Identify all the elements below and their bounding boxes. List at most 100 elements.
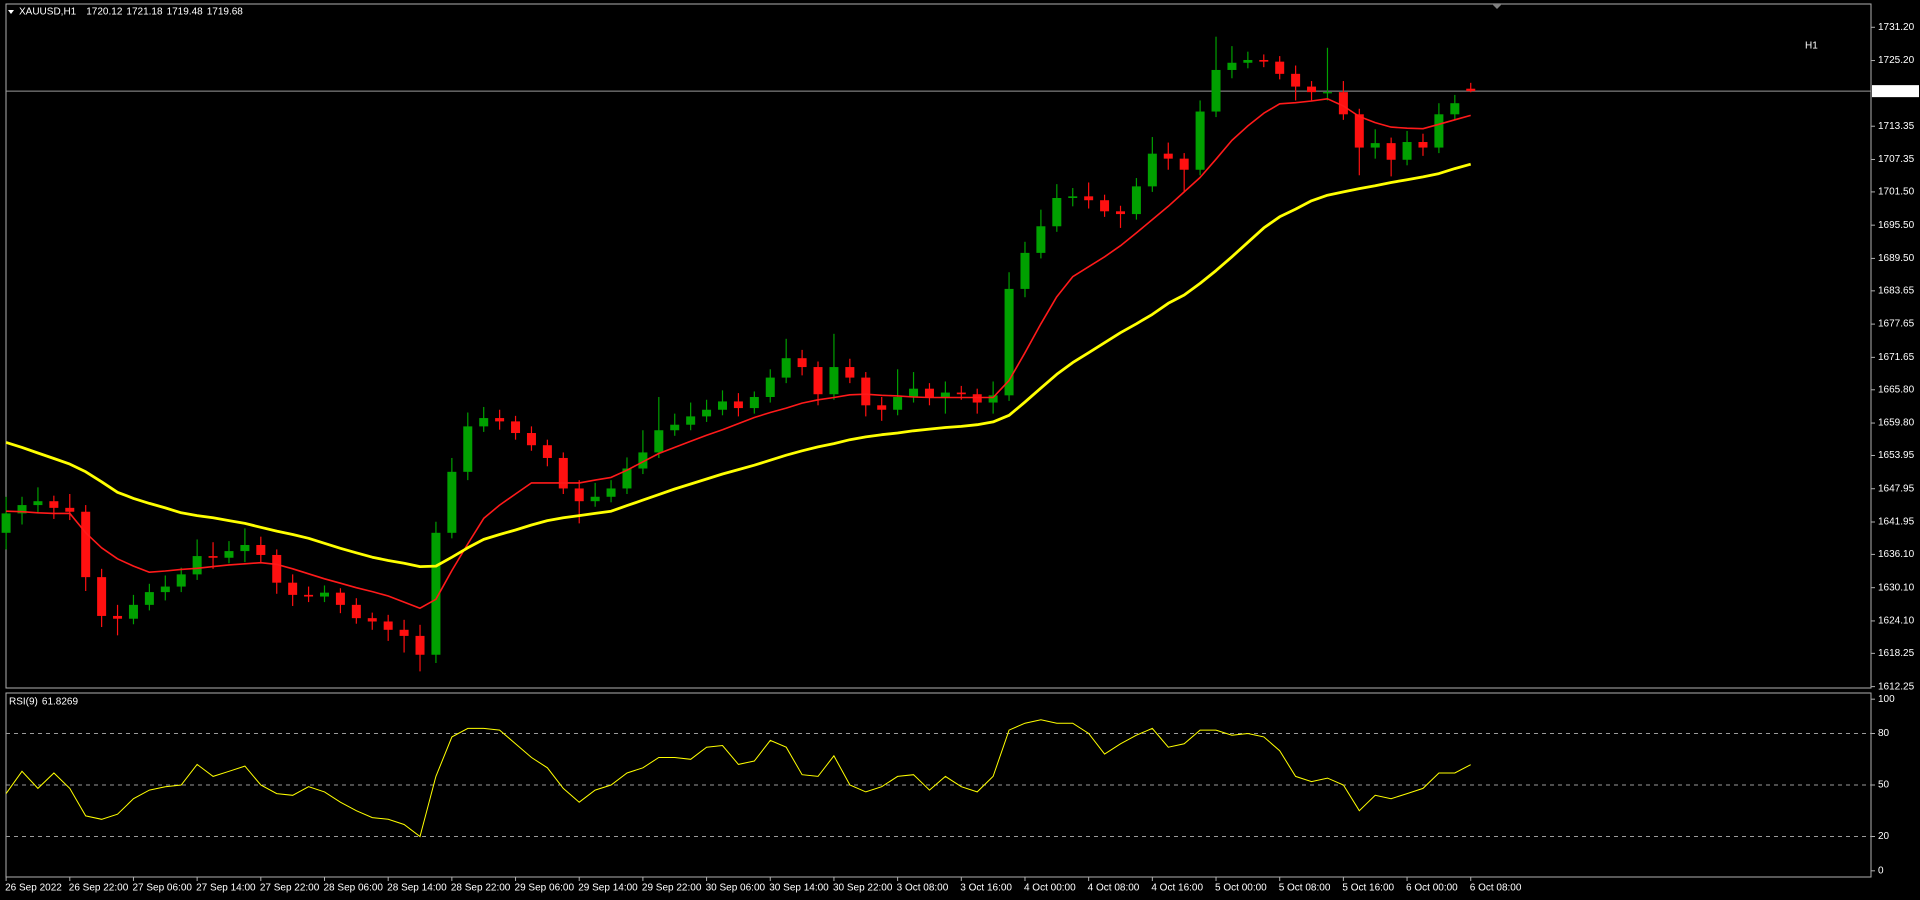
candle-body — [702, 409, 712, 417]
candle-body — [813, 367, 823, 395]
y-tick-label: 80 — [1878, 728, 1890, 739]
header-ohlc: 1719.68 — [207, 7, 244, 18]
candle-body — [1275, 61, 1285, 74]
candle-body — [1402, 142, 1412, 160]
x-tick-label: 5 Oct 00:00 — [1215, 883, 1267, 894]
y-tick-label: 100 — [1878, 694, 1895, 705]
candle-body — [1259, 59, 1269, 62]
y-tick-label: 1695.50 — [1878, 220, 1915, 231]
candle-body — [797, 358, 807, 368]
candle-body — [526, 433, 536, 446]
rsi-title: RSI(9) — [9, 697, 38, 708]
candle-body — [160, 586, 170, 593]
candle-body — [447, 471, 457, 533]
x-tick-label: 5 Oct 08:00 — [1279, 883, 1331, 894]
candle-body — [1418, 142, 1428, 148]
x-tick-label: 3 Oct 16:00 — [960, 883, 1012, 894]
x-tick-label: 5 Oct 16:00 — [1342, 883, 1394, 894]
candle-body — [272, 554, 282, 583]
y-tick-label: 1612.25 — [1878, 681, 1915, 692]
y-tick-label: 1653.95 — [1878, 450, 1915, 461]
candle-body — [208, 556, 218, 558]
y-tick-label: 1665.80 — [1878, 384, 1915, 395]
candle-body — [335, 592, 345, 605]
candle-body — [1338, 92, 1348, 115]
y-tick-label: 1725.20 — [1878, 55, 1915, 66]
candle-body — [256, 544, 266, 555]
y-tick-label: 1689.50 — [1878, 253, 1915, 264]
header-symbol: XAUUSD,H1 — [19, 7, 77, 18]
x-tick-label: 28 Sep 06:00 — [324, 883, 384, 894]
candle-body — [733, 401, 743, 409]
candle-body — [1195, 111, 1205, 170]
header-ohlc: 1720.12 — [86, 7, 123, 18]
candle-body — [606, 488, 616, 497]
x-tick-label: 3 Oct 08:00 — [897, 883, 949, 894]
x-tick-label: 30 Sep 14:00 — [769, 883, 829, 894]
scroll-marker — [1492, 4, 1502, 9]
header-ohlc: 1719.48 — [167, 7, 204, 18]
candle-body — [1434, 114, 1444, 148]
x-tick-label: 29 Sep 22:00 — [642, 883, 702, 894]
candle-body — [1131, 186, 1141, 215]
candle-body — [765, 377, 775, 397]
candle-body — [1386, 143, 1396, 160]
price-box — [1872, 85, 1919, 98]
y-tick-label: 1683.65 — [1878, 285, 1915, 296]
candle-body — [654, 430, 664, 453]
candle-body — [65, 507, 75, 512]
moving-average — [5, 162, 1472, 568]
candle-body — [431, 532, 441, 655]
candle-body — [542, 445, 552, 458]
y-tick-label: 1671.65 — [1878, 352, 1915, 363]
candle-body — [1354, 114, 1364, 148]
y-tick-label: 1701.50 — [1878, 187, 1915, 198]
candle-body — [1163, 153, 1173, 159]
candle-body — [893, 396, 903, 410]
x-tick-label: 29 Sep 06:00 — [515, 883, 575, 894]
x-tick-label: 30 Sep 06:00 — [706, 883, 766, 894]
candle-body — [1, 513, 11, 533]
candle-body — [1179, 158, 1189, 170]
y-tick-label: 1647.95 — [1878, 483, 1915, 494]
price-box-label: 1719.68 — [1875, 86, 1912, 97]
candle-body — [320, 592, 329, 597]
candle-body — [1100, 200, 1110, 212]
y-tick-label: 0 — [1878, 865, 1884, 876]
candle-body — [909, 388, 919, 397]
candle-body — [240, 544, 250, 552]
timeframe-label: H1 — [1805, 41, 1818, 52]
candle-body — [638, 452, 648, 469]
candle-body — [1004, 288, 1014, 396]
candle-body — [622, 468, 632, 489]
candle-body — [1020, 252, 1030, 289]
y-tick-label: 1618.25 — [1878, 648, 1915, 659]
candle-body — [940, 392, 950, 397]
candle-body — [479, 418, 489, 427]
candle-body — [988, 395, 998, 403]
candle-body — [1068, 196, 1078, 199]
candle-body — [1116, 211, 1125, 215]
y-tick-label: 1636.10 — [1878, 549, 1915, 560]
candle-body — [351, 604, 361, 619]
x-tick-label: 4 Oct 08:00 — [1088, 883, 1140, 894]
candle-body — [1322, 92, 1332, 94]
candle-body — [144, 592, 154, 605]
candle-body — [558, 457, 568, 489]
candle-body — [1084, 196, 1094, 201]
candle-body — [399, 629, 409, 636]
x-tick-label: 26 Sep 2022 — [5, 883, 62, 894]
x-tick-label: 6 Oct 08:00 — [1470, 883, 1522, 894]
candle-body — [1307, 86, 1317, 93]
y-tick-label: 1659.80 — [1878, 418, 1915, 429]
x-tick-label: 26 Sep 22:00 — [69, 883, 129, 894]
candle-body — [113, 615, 123, 619]
candle-body — [1147, 153, 1157, 187]
candle-body — [17, 505, 27, 514]
candle-body — [128, 604, 138, 619]
y-tick-label: 1677.65 — [1878, 319, 1915, 330]
candle-body — [176, 574, 186, 587]
candle-body — [1291, 73, 1301, 87]
candle-body — [1227, 62, 1237, 70]
